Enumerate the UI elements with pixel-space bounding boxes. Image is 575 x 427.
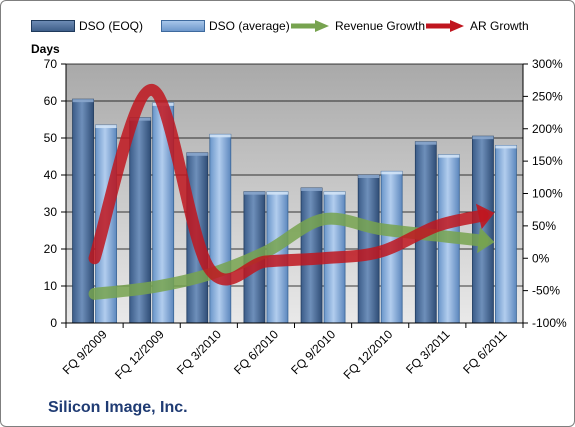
y-tick-label: 50: [44, 131, 58, 145]
legend-item-dso-average: DSO (average): [161, 15, 290, 37]
y-tick-label: 20: [44, 242, 58, 256]
green-arrow-icon: [291, 20, 329, 32]
bar-top: [209, 134, 231, 138]
y2-tick-label: -100%: [532, 316, 567, 330]
legend-label: Revenue Growth: [335, 19, 426, 33]
y2-tick-label: -50%: [532, 284, 560, 298]
y-tick-label: 70: [44, 57, 58, 71]
legend-swatch: [31, 20, 75, 32]
y-tick-label: 10: [44, 279, 58, 293]
bar: [72, 98, 94, 324]
bar-top: [438, 154, 460, 158]
y2-tick-label: 300%: [532, 57, 563, 71]
bar-top: [95, 125, 117, 129]
x-tick-label: FQ 6/2010: [231, 327, 281, 377]
series-line: [88, 212, 489, 300]
y2-tick-label: 150%: [532, 154, 563, 168]
company-name: Silicon Image, Inc.: [48, 399, 188, 416]
x-tick-label: FQ 12/2009: [112, 327, 167, 382]
red-arrow-icon: [426, 20, 464, 32]
y-axis-title: Days: [31, 42, 60, 56]
series-arrowhead: [475, 203, 495, 230]
y-tick-label: 0: [50, 316, 57, 330]
bar-top: [381, 171, 403, 175]
y2-tick-label: 100%: [532, 187, 563, 201]
bar: [472, 135, 494, 324]
y2-tick-label: 0%: [532, 251, 550, 265]
series-line: [88, 83, 489, 286]
x-tick-label: FQ 9/2009: [60, 327, 110, 377]
bar-top: [129, 117, 151, 121]
legend-item-dso-eoq: DSO (EOQ): [31, 15, 143, 37]
bar-top: [358, 175, 380, 178]
y-tick-label: 60: [44, 94, 58, 108]
legend-label: AR Growth: [470, 19, 529, 33]
series-arrowhead: [477, 227, 495, 254]
x-tick-label: FQ 3/2011: [403, 327, 453, 377]
y2-tick-label: 250%: [532, 89, 563, 103]
bar: [495, 144, 517, 324]
y-tick-label: 30: [44, 205, 58, 219]
legend-label: DSO (average): [209, 19, 290, 33]
y-tick-label: 40: [44, 168, 58, 182]
legend-swatch: [161, 20, 205, 32]
bar-top: [301, 187, 323, 191]
y2-tick-label: 50%: [532, 219, 556, 233]
x-tick-label: FQ 9/2010: [288, 327, 338, 377]
x-tick-label: FQ 3/2010: [174, 327, 224, 377]
bar-top: [72, 99, 94, 103]
bar-top: [324, 191, 346, 195]
bar-top: [243, 191, 265, 195]
legend-item-ar-growth: AR Growth: [424, 15, 529, 37]
legend-item-revenue-growth: Revenue Growth: [289, 15, 425, 37]
x-tick-label: FQ 6/2011: [460, 327, 510, 377]
bar-top: [266, 191, 288, 195]
bar-top: [415, 141, 437, 145]
y2-tick-label: 200%: [532, 122, 563, 136]
x-tick-label: FQ 12/2010: [341, 327, 396, 382]
bar: [209, 133, 232, 324]
bar-top: [472, 136, 494, 140]
bar-top: [186, 152, 208, 156]
legend-label: DSO (EOQ): [79, 19, 144, 33]
bar-top: [495, 145, 517, 149]
